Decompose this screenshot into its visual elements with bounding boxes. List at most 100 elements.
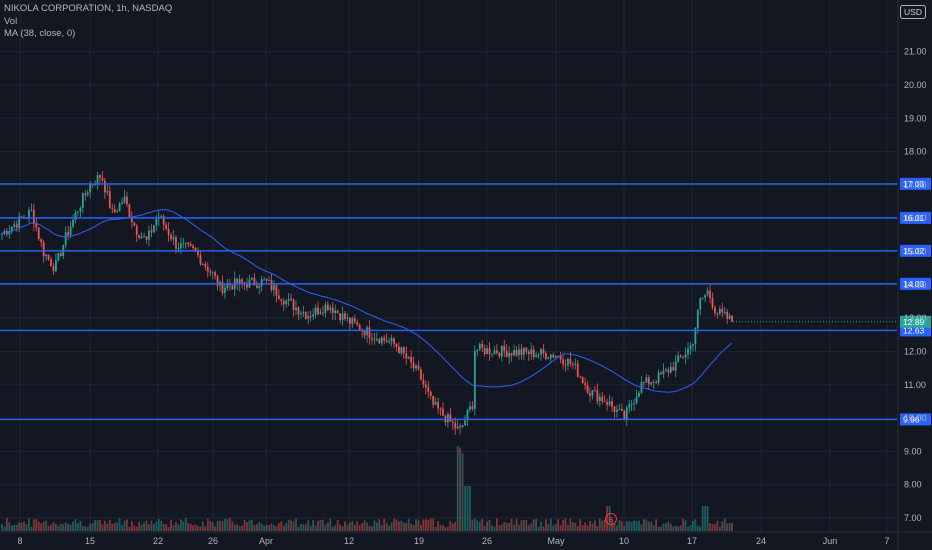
candle-body (537, 354, 540, 356)
volume-bar (214, 526, 217, 531)
candle-body (552, 354, 555, 358)
volume-bar (410, 523, 413, 531)
volume-bar (684, 520, 687, 531)
candle-body (258, 286, 261, 288)
candle-body (101, 177, 104, 181)
candle-body (616, 409, 618, 412)
ma-indicator-label[interactable]: MA (38, close, 0) (4, 28, 76, 39)
candle-body (263, 279, 266, 281)
currency-button[interactable]: USD (900, 5, 926, 19)
candle-body (55, 260, 57, 272)
candle-body (314, 307, 317, 315)
candle-body (402, 347, 405, 354)
volume-bar (380, 525, 383, 531)
candle-body (302, 312, 305, 314)
volume-bar (6, 518, 8, 531)
volume-bar (157, 518, 160, 531)
volume-bar (496, 518, 498, 531)
candle-body (422, 380, 425, 385)
candle-body (192, 245, 194, 249)
volume-bar (246, 522, 248, 531)
last-price-tag (900, 315, 931, 328)
candle-body (437, 402, 439, 409)
volume-bar (601, 520, 604, 531)
volume-bar (500, 524, 503, 531)
volume-bar (682, 518, 684, 531)
candle-body (432, 395, 435, 405)
candle-body (260, 279, 263, 287)
volume-bar (184, 518, 187, 531)
candle-body (148, 230, 150, 240)
candle-body (483, 347, 486, 355)
candle-body (726, 311, 729, 319)
horizontal-levels[interactable]: 17.03 16.01 15.02 14.03 12.63 9.96 12.89 (0, 177, 931, 426)
candle-body (540, 349, 542, 355)
price-tick-label: 19.00 (904, 113, 927, 123)
time-axis[interactable]: 8 15 22 26 Apr 12 19 26 May 10 17 24 Jun 7 (0, 531, 932, 546)
candle-body (206, 266, 209, 272)
volume-bar (104, 520, 106, 531)
candle-body (596, 390, 599, 402)
volume-bar (442, 525, 444, 531)
volume-bar (630, 522, 633, 531)
candle-body (246, 283, 248, 288)
volume-bar (437, 521, 439, 531)
volume-bar (189, 523, 192, 531)
price-axis[interactable]: 7.00 8.00 9.00 10.00 11.00 12.00 13.00 14.00 15.… (897, 0, 927, 550)
volume-bar (121, 524, 123, 531)
candle-body (228, 284, 231, 286)
candle-body (584, 383, 586, 386)
candle-body (503, 345, 506, 352)
volume-bar (334, 525, 337, 531)
volume-bar (640, 524, 643, 531)
volume-bar (206, 518, 209, 531)
candle-body (728, 315, 731, 319)
volume-bar (52, 522, 55, 531)
candle-body (581, 377, 584, 384)
symbol-title[interactable]: NIKOLA CORPORATION, 1h, NASDAQ (4, 3, 173, 14)
candle-body (731, 315, 733, 322)
volume-bar (398, 521, 400, 531)
candle-body (515, 350, 518, 356)
candle-body (67, 232, 70, 236)
volume-bar (265, 524, 268, 531)
volume-bar (689, 525, 692, 531)
candle-body (383, 337, 386, 341)
candle-body (564, 364, 567, 366)
volume-bar (545, 519, 547, 531)
candle-body (221, 281, 224, 294)
candle-body (165, 224, 168, 229)
volume-bar (309, 525, 312, 531)
volume-bar (57, 525, 60, 531)
volume-bar (366, 522, 368, 531)
volume-bar (148, 524, 150, 531)
price-tick-label: 8.00 (904, 480, 922, 490)
volume-indicator-label[interactable]: Vol (4, 15, 18, 27)
volume-bar (532, 519, 535, 531)
candle-body (35, 223, 38, 228)
price-tick-label: 21.00 (904, 47, 927, 57)
price-tick-label: 11.00 (904, 380, 926, 390)
candle-body (270, 280, 273, 290)
volume-bar (64, 522, 67, 531)
last-price-label: 12.89 (903, 317, 925, 327)
earnings-marker[interactable]: E (605, 513, 617, 525)
volume-bar (69, 524, 72, 531)
volume-bar (692, 521, 694, 531)
volume-bar (422, 519, 425, 531)
candle-body (395, 343, 398, 347)
candle-body (388, 341, 390, 343)
candle-body (373, 339, 376, 341)
candle-body (111, 207, 114, 209)
candle-body (116, 211, 119, 213)
volume-bar (456, 446, 459, 531)
candle-body (138, 234, 141, 239)
volume-bar (260, 523, 263, 531)
volume-bar (277, 523, 280, 531)
volume-bar (655, 519, 658, 531)
candle-body (498, 352, 501, 357)
volume-bar (126, 519, 128, 531)
candle-body (417, 365, 420, 370)
volume-bar (224, 518, 226, 531)
